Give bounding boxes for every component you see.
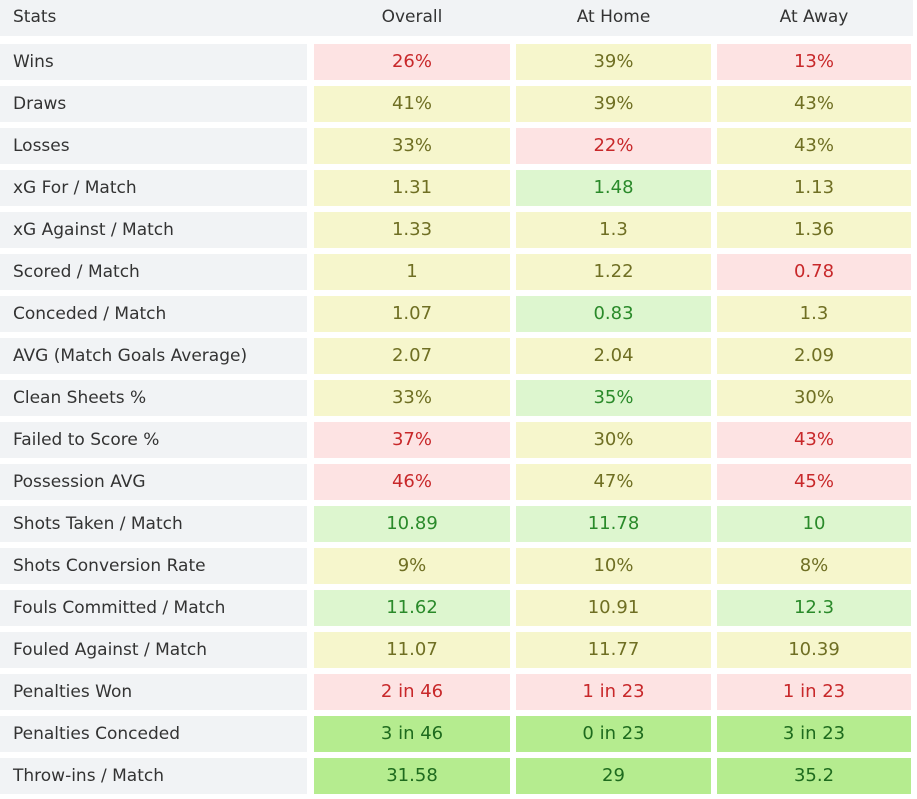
- at-away-cell: 1 in 23: [717, 674, 911, 710]
- overall-cell: 26%: [314, 44, 510, 80]
- overall-cell: 1.07: [314, 296, 510, 332]
- overall-cell: 10.89: [314, 506, 510, 542]
- stat-label: Conceded / Match: [0, 296, 307, 332]
- stat-label: xG For / Match: [0, 170, 307, 206]
- overall-cell: 37%: [314, 422, 510, 458]
- stat-label: Failed to Score %: [0, 422, 307, 458]
- table-row: Scored / Match 1 1.22 0.78: [0, 254, 913, 290]
- at-home-cell: 47%: [516, 464, 711, 500]
- at-away-cell: 2.09: [717, 338, 911, 374]
- table-row: Conceded / Match 1.07 0.83 1.3: [0, 296, 913, 332]
- table-row: Failed to Score % 37% 30% 43%: [0, 422, 913, 458]
- overall-cell: 2.07: [314, 338, 510, 374]
- at-home-cell: 10%: [516, 548, 711, 584]
- stat-label: Fouled Against / Match: [0, 632, 307, 668]
- at-home-cell: 11.77: [516, 632, 711, 668]
- at-home-cell: 1 in 23: [516, 674, 711, 710]
- at-home-cell: 0.83: [516, 296, 711, 332]
- overall-cell: 46%: [314, 464, 510, 500]
- at-home-cell: 1.3: [516, 212, 711, 248]
- overall-cell: 1.33: [314, 212, 510, 248]
- stat-label: Shots Conversion Rate: [0, 548, 307, 584]
- overall-cell: 33%: [314, 380, 510, 416]
- table-row: xG Against / Match 1.33 1.3 1.36: [0, 212, 913, 248]
- stat-label: Draws: [0, 86, 307, 122]
- stat-label: Scored / Match: [0, 254, 307, 290]
- header-overall: Overall: [381, 7, 443, 27]
- table-row: Losses 33% 22% 43%: [0, 128, 913, 164]
- table-row: Clean Sheets % 33% 35% 30%: [0, 380, 913, 416]
- at-home-cell: 0 in 23: [516, 716, 711, 752]
- at-away-cell: 35.2: [717, 758, 911, 794]
- table-row: xG For / Match 1.31 1.48 1.13: [0, 170, 913, 206]
- stat-label: Losses: [0, 128, 307, 164]
- stat-label: Penalties Won: [0, 674, 307, 710]
- table-row: Possession AVG 46% 47% 45%: [0, 464, 913, 500]
- stat-label: xG Against / Match: [0, 212, 307, 248]
- at-away-cell: 13%: [717, 44, 911, 80]
- stat-label: Penalties Conceded: [0, 716, 307, 752]
- table-row: Shots Conversion Rate 9% 10% 8%: [0, 548, 913, 584]
- at-away-cell: 3 in 23: [717, 716, 911, 752]
- at-away-cell: 30%: [717, 380, 911, 416]
- overall-cell: 2 in 46: [314, 674, 510, 710]
- header-at-home: At Home: [576, 7, 651, 27]
- at-home-cell: 22%: [516, 128, 711, 164]
- table-row: Throw-ins / Match 31.58 29 35.2: [0, 758, 913, 794]
- overall-cell: 1: [314, 254, 510, 290]
- overall-cell: 31.58: [314, 758, 510, 794]
- at-away-cell: 8%: [717, 548, 911, 584]
- overall-cell: 11.62: [314, 590, 510, 626]
- overall-cell: 1.31: [314, 170, 510, 206]
- at-away-cell: 1.13: [717, 170, 911, 206]
- at-away-cell: 10: [717, 506, 911, 542]
- at-away-cell: 1.3: [717, 296, 911, 332]
- table-row: Draws 41% 39% 43%: [0, 86, 913, 122]
- at-home-cell: 39%: [516, 44, 711, 80]
- at-home-cell: 29: [516, 758, 711, 794]
- overall-cell: 33%: [314, 128, 510, 164]
- table-row: Wins 26% 39% 13%: [0, 44, 913, 80]
- at-away-cell: 0.78: [717, 254, 911, 290]
- stat-label: Fouls Committed / Match: [0, 590, 307, 626]
- table-row: AVG (Match Goals Average) 2.07 2.04 2.09: [0, 338, 913, 374]
- at-home-cell: 2.04: [516, 338, 711, 374]
- table-row: Penalties Won 2 in 46 1 in 23 1 in 23: [0, 674, 913, 710]
- header-at-away: At Away: [779, 7, 849, 27]
- table-row: Shots Taken / Match 10.89 11.78 10: [0, 506, 913, 542]
- overall-cell: 9%: [314, 548, 510, 584]
- overall-cell: 11.07: [314, 632, 510, 668]
- stat-label: Throw-ins / Match: [0, 758, 307, 794]
- at-away-cell: 10.39: [717, 632, 911, 668]
- at-home-cell: 10.91: [516, 590, 711, 626]
- at-home-cell: 30%: [516, 422, 711, 458]
- table-row: Fouled Against / Match 11.07 11.77 10.39: [0, 632, 913, 668]
- at-away-cell: 43%: [717, 86, 911, 122]
- at-away-cell: 43%: [717, 422, 911, 458]
- at-home-cell: 1.22: [516, 254, 711, 290]
- header-stats: Stats: [13, 7, 57, 27]
- at-away-cell: 12.3: [717, 590, 911, 626]
- stat-label: Shots Taken / Match: [0, 506, 307, 542]
- at-away-cell: 43%: [717, 128, 911, 164]
- at-home-cell: 35%: [516, 380, 711, 416]
- table-row: Penalties Conceded 3 in 46 0 in 23 3 in 23: [0, 716, 913, 752]
- stat-label: Wins: [0, 44, 307, 80]
- table-header: Stats Overall At Home At Away: [0, 0, 913, 36]
- at-away-cell: 1.36: [717, 212, 911, 248]
- at-home-cell: 39%: [516, 86, 711, 122]
- stat-label: Possession AVG: [0, 464, 307, 500]
- table-row: Fouls Committed / Match 11.62 10.91 12.3: [0, 590, 913, 626]
- at-away-cell: 45%: [717, 464, 911, 500]
- stat-label: AVG (Match Goals Average): [0, 338, 307, 374]
- overall-cell: 41%: [314, 86, 510, 122]
- at-home-cell: 1.48: [516, 170, 711, 206]
- at-home-cell: 11.78: [516, 506, 711, 542]
- overall-cell: 3 in 46: [314, 716, 510, 752]
- stat-label: Clean Sheets %: [0, 380, 307, 416]
